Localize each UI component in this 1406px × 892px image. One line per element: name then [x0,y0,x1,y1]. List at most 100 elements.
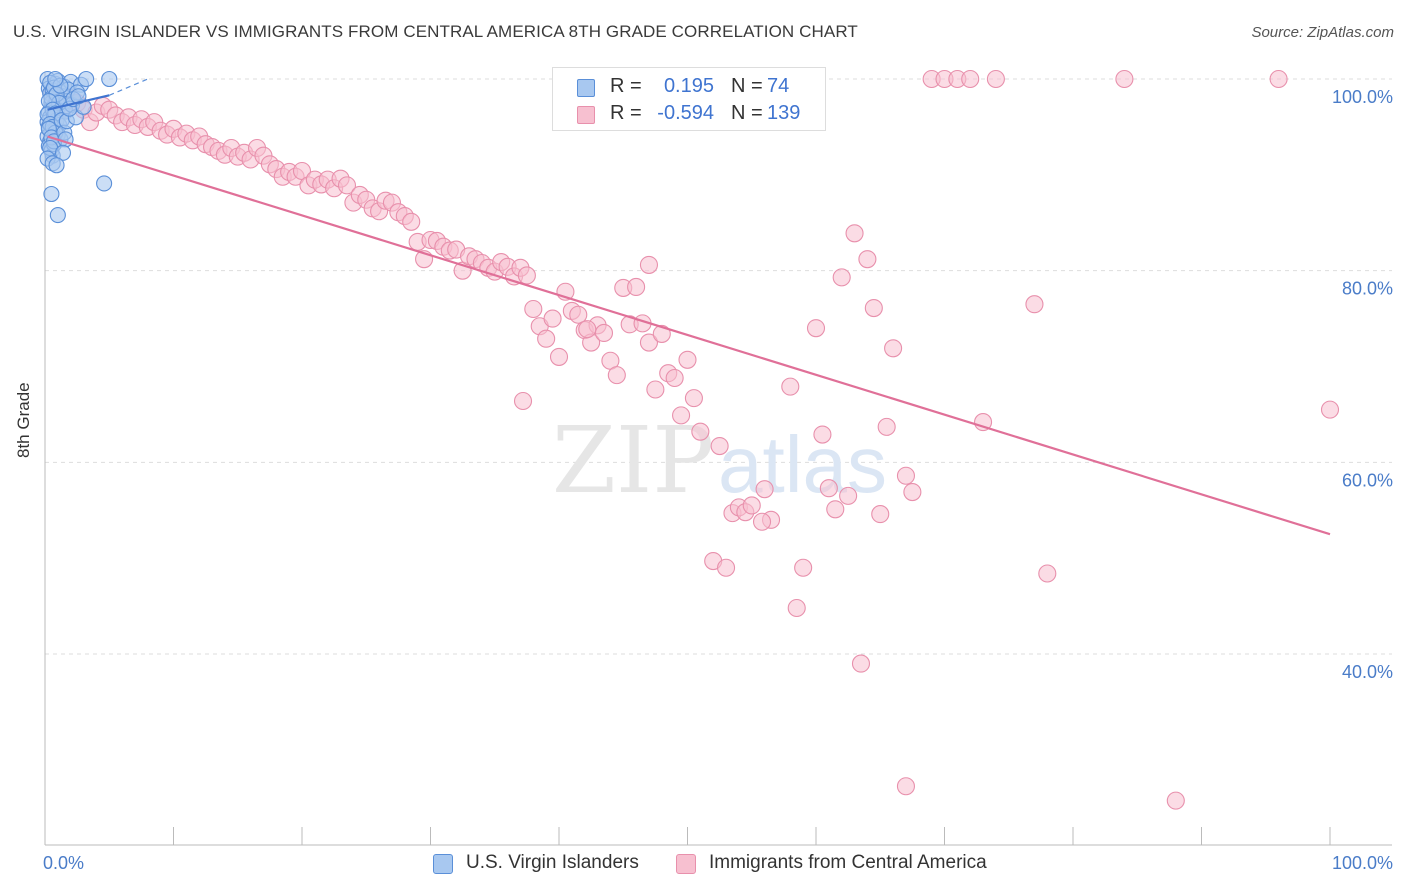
tick-labels: 40.0% 60.0% 80.0% 100.0% 0.0% 100.0% [43,87,1393,873]
legend-n-label: N = [731,102,763,124]
blue-trend-extension [109,78,149,96]
y-tick-label: 60.0% [1342,470,1393,490]
legend-n-label: N = [731,75,763,97]
pink-point [871,505,890,524]
legend-swatch-pink [676,854,696,874]
pink-point [794,558,813,577]
pink-point [781,377,800,396]
blue-series-points [39,70,118,224]
pink-point [826,500,845,519]
watermark-atlas: atlas [718,420,887,509]
pink-point [337,176,357,195]
blue-point [49,207,66,224]
pink-point [607,366,626,385]
watermark-zip: ZIP [552,407,714,514]
pink-point [549,347,569,366]
pink-point [639,333,659,352]
pink-point [627,277,646,297]
pink-point [1166,791,1185,810]
pink-point [961,69,980,89]
legend-swatch-blue [433,854,453,874]
pink-point [691,422,710,441]
blue-point [78,70,95,88]
blue-point [48,157,65,174]
pink-point [646,380,665,399]
blue-point [54,144,72,161]
pink-point [986,69,1005,89]
legend-label: U.S. Virgin Islanders [466,852,639,873]
x-tick-label: 0.0% [43,853,84,873]
pink-point [806,319,826,338]
pink-point [896,466,916,485]
blue-trend-line [47,94,110,111]
pink-point [543,309,562,328]
pink-point [537,329,556,348]
legend-r-label: R = [610,102,642,124]
pink-point [851,654,871,673]
pink-point [819,479,838,498]
x-tick-label: 100.0% [1332,853,1393,873]
y-tick-label: 80.0% [1342,279,1393,299]
pink-point [752,512,772,531]
pink-point [513,391,533,411]
pink-point [787,598,806,618]
pink-point [903,482,922,502]
gridlines [45,78,1392,655]
legend-row-pink: R = -0.594 N = 139 [553,99,825,129]
pink-point [710,436,729,456]
blue-point [101,70,118,88]
pink-point [1038,564,1057,583]
blue-point [47,70,64,88]
pink-point [858,250,877,269]
blue-point [96,175,113,192]
legend-swatch-pink [577,106,595,124]
pink-point [742,496,761,515]
legend-r-label: R = [610,75,642,97]
pink-point [1269,69,1288,89]
y-tick-label: 40.0% [1342,662,1393,682]
blue-point [43,185,60,203]
legend-r-value: -0.594 [657,102,714,124]
pink-point [716,558,736,577]
blue-point [70,88,87,105]
pink-point [517,266,536,285]
pink-point [877,417,896,436]
legend-stats: R = 0.195 N = 74 R = -0.594 N = 139 [552,67,826,131]
pink-point [896,777,916,796]
source-label: Source: ZipAtlas.com [1251,24,1394,41]
pink-point [832,268,851,287]
chart-title: U.S. VIRGIN ISLANDER VS IMMIGRANTS FROM … [13,22,858,41]
pink-point [594,323,614,343]
pink-point [1320,400,1340,419]
legend-swatch-blue [577,79,595,97]
pink-point [1115,69,1134,89]
pink-point [569,305,588,324]
pink-point [1025,295,1044,314]
pink-trend-line [47,135,1331,536]
pink-point [678,350,697,369]
pink-point [755,480,774,499]
legend-n-value: 74 [767,75,790,97]
legend-r-value: 0.195 [663,75,714,97]
pink-point [652,324,671,343]
pink-point [684,389,703,408]
pink-point [402,212,421,231]
axes [44,72,1392,846]
pink-point [839,486,858,505]
pink-point [813,425,832,444]
pink-point [672,406,691,425]
pink-point [639,255,659,274]
pink-point [524,299,543,319]
trend-lines [47,78,1331,536]
pink-point [884,339,903,358]
y-tick-label: 100.0% [1332,87,1393,107]
pink-point [578,320,597,339]
legend-n-value: 139 [767,102,801,124]
pink-point [665,368,684,388]
watermark: ZIP atlas [552,407,887,514]
y-axis-title: 8th Grade [14,382,33,458]
pink-point [845,224,864,243]
pink-point [864,298,883,318]
legend-label: Immigrants from Central America [709,852,987,873]
